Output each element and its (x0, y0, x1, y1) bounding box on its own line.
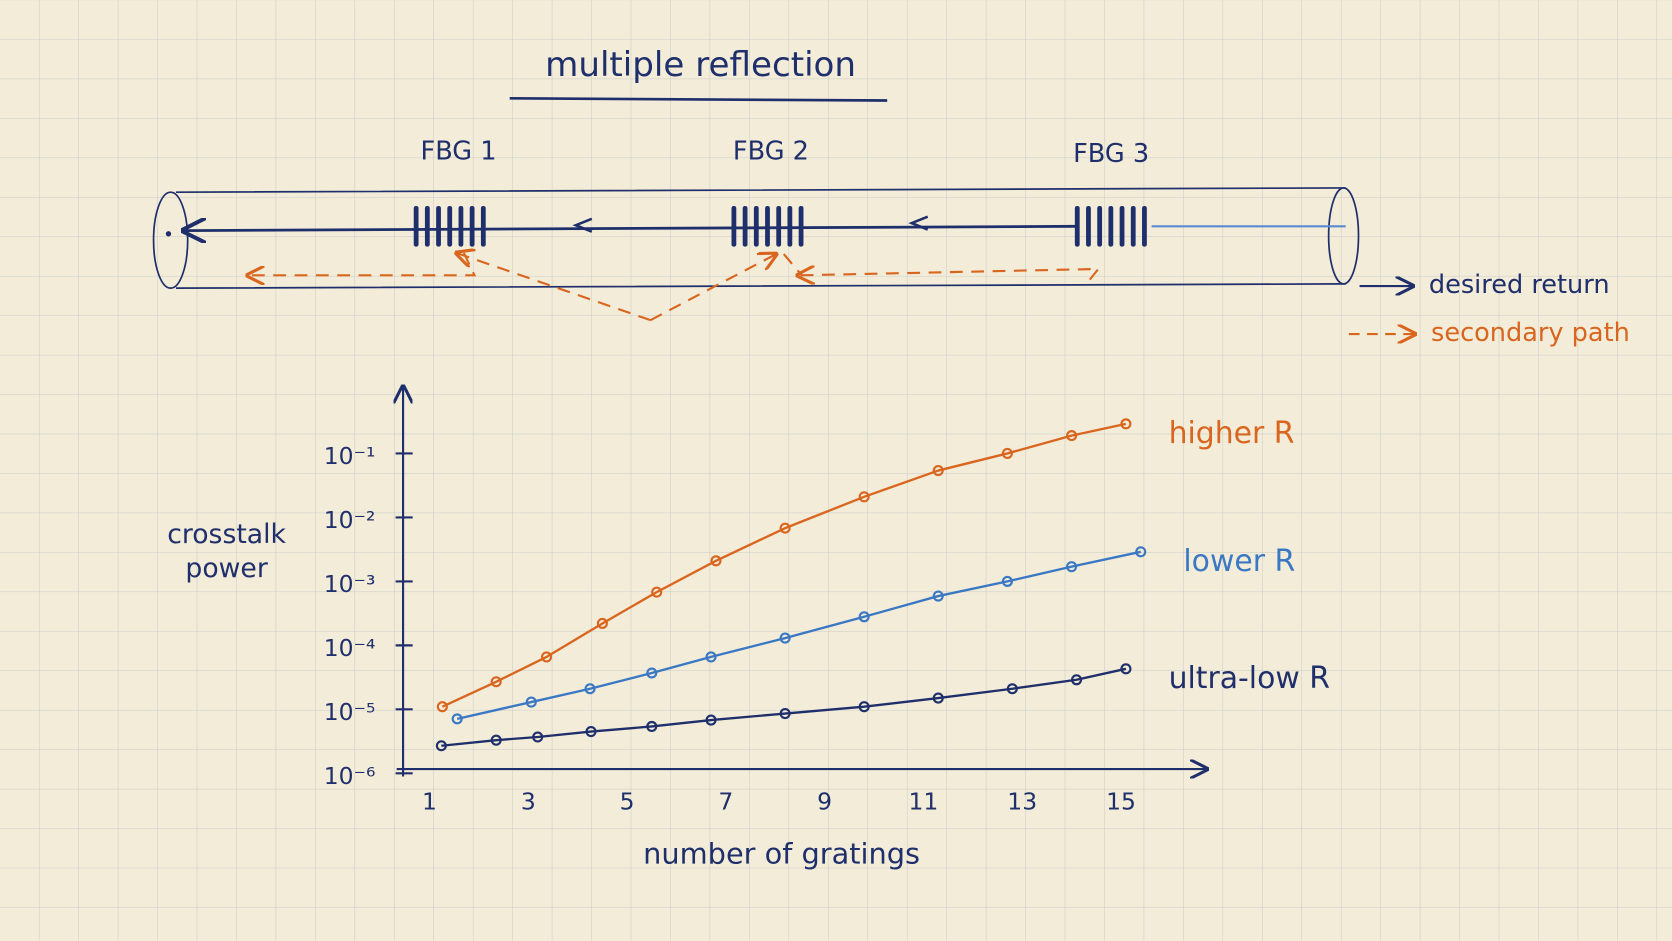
grating-bar (1086, 206, 1091, 247)
data-point (858, 701, 870, 713)
data-point (705, 651, 717, 663)
grating-bar (1108, 206, 1114, 247)
grating-bar (1074, 206, 1080, 247)
data-point (779, 522, 791, 534)
y-tick-label: 10⁻¹ (324, 442, 376, 470)
data-point (779, 632, 791, 644)
grating-label: FBG 1 (420, 137, 496, 167)
x-tick-label: 13 (1007, 788, 1037, 816)
title-underline (509, 97, 888, 102)
series-line (441, 422, 1127, 708)
y-axis-label: crosstalk power (167, 518, 286, 584)
x-axis-label: number of gratings (643, 836, 920, 870)
data-point (932, 465, 944, 477)
y-tick-label: 10⁻² (324, 506, 376, 534)
x-tick-label: 3 (521, 788, 536, 816)
y-tick-label: 10⁻³ (324, 570, 376, 598)
title: multiple reflection (545, 45, 856, 85)
legend-label: secondary path (1431, 318, 1630, 348)
grating-bar (1097, 206, 1103, 247)
data-point (1066, 430, 1078, 442)
grating-bar (1119, 206, 1125, 247)
grating-bar (1130, 206, 1136, 247)
secondary-path (247, 253, 1101, 322)
series-line (456, 550, 1141, 721)
y-tick-label: 10⁻⁴ (324, 634, 376, 662)
series-label: lower R (1183, 544, 1295, 579)
data-point (858, 611, 870, 623)
y-axis-label-box: crosstalk power (167, 518, 286, 584)
data-point (1120, 418, 1132, 430)
data-point (436, 701, 448, 713)
grating-bar (798, 206, 804, 247)
legend-label: desired return (1429, 270, 1610, 300)
data-point (651, 586, 663, 598)
x-tick-label: 11 (909, 788, 939, 816)
gratings (413, 206, 1147, 247)
data-point (1001, 447, 1013, 459)
series-label: higher R (1169, 416, 1295, 451)
x-tick-label: 9 (817, 788, 832, 816)
x-tick-label: 1 (422, 788, 437, 816)
data-point (1006, 683, 1018, 695)
x-tick-label: 5 (620, 788, 635, 816)
grating-bar (447, 206, 453, 247)
grating-bar (480, 206, 486, 247)
grating-bar (469, 206, 475, 247)
x-tick-label: 15 (1106, 788, 1136, 816)
grating-bar (742, 206, 748, 247)
grating-bar (424, 206, 430, 247)
data-point (584, 683, 596, 695)
grating-bar (458, 206, 464, 247)
data-point (435, 740, 447, 752)
grating-bar (731, 206, 737, 247)
grating-bar (436, 206, 441, 247)
data-point (705, 714, 717, 726)
data-point (596, 617, 608, 630)
data-point (490, 676, 502, 688)
data-point (932, 590, 944, 602)
data-point (646, 720, 658, 733)
data-point (1066, 561, 1078, 573)
grating-bar (1142, 206, 1147, 247)
data-point (541, 651, 553, 663)
data-point (525, 696, 537, 708)
data-point (1135, 546, 1147, 558)
grating-label: FBG 2 (733, 137, 809, 167)
y-tick-label: 10⁻⁶ (324, 762, 376, 790)
data-point (779, 708, 791, 720)
grating-bar (787, 206, 793, 247)
data-point (585, 725, 597, 738)
grating-bar (413, 206, 419, 247)
series-line (441, 667, 1127, 747)
data-point (451, 713, 463, 725)
y-tick-label: 10⁻⁵ (324, 698, 376, 726)
x-tick-label: 7 (718, 788, 733, 816)
data-point (490, 734, 502, 746)
grating-label: FBG 3 (1073, 139, 1149, 169)
data-point (646, 667, 658, 679)
fiber (152, 187, 1360, 290)
grating-bar (776, 206, 782, 247)
data-point (1001, 575, 1013, 587)
data-point (710, 555, 722, 567)
series-label: ultra-low R (1169, 661, 1330, 696)
data-point (1120, 663, 1132, 675)
data-point (532, 731, 544, 743)
data-point (932, 692, 944, 704)
data-point (858, 491, 870, 503)
data-point (1070, 674, 1083, 686)
grating-bar (765, 206, 770, 247)
grating-bar (753, 206, 759, 247)
